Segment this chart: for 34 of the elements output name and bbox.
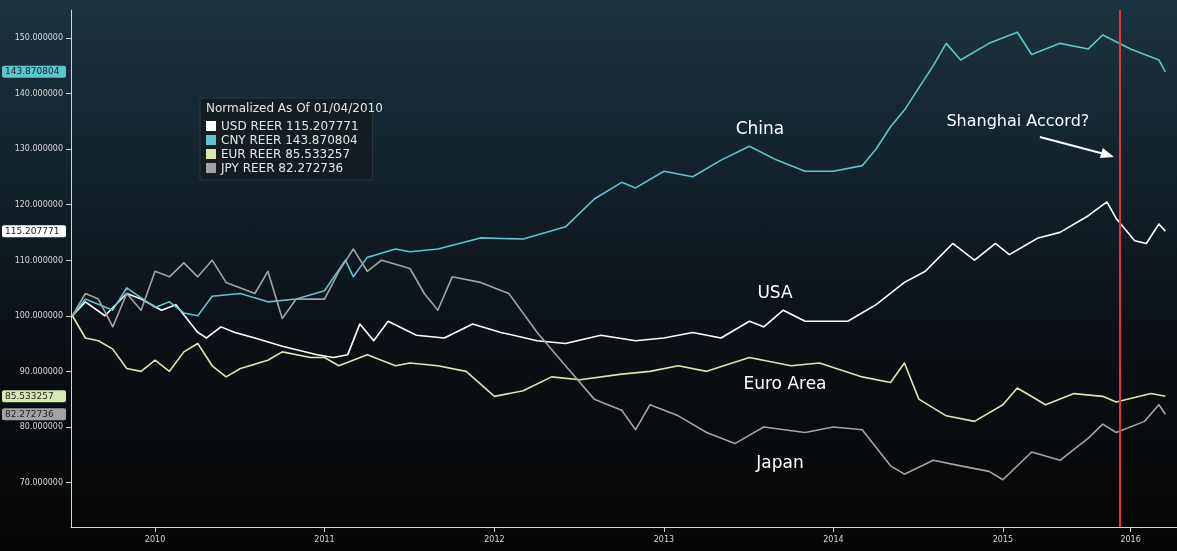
y-tick-label: 110.000000	[14, 255, 63, 265]
x-tick-label: 2014	[823, 534, 844, 544]
x-tick-label: 2011	[314, 534, 335, 544]
line-series	[71, 200, 1167, 359]
x-tick-label: 2012	[484, 534, 505, 544]
text: 143.870804	[5, 66, 60, 77]
legend-label: USD REER 115.207771	[221, 119, 359, 133]
annotation: Euro Area	[743, 373, 827, 393]
text: 82.272736	[5, 408, 54, 419]
annotation: USA	[757, 282, 793, 302]
y-tick-label: 80.000000	[19, 422, 63, 432]
y-tick-label: 90.000000	[19, 366, 63, 376]
legend-title: Normalized As Of 01/04/2010	[206, 101, 383, 115]
text: 85.533257	[5, 390, 54, 401]
legend-label: EUR REER 85.533257	[221, 147, 351, 161]
x-tick-label: 2015	[992, 534, 1014, 544]
line-series	[71, 31, 1167, 317]
y-tick-label: 100.000000	[14, 311, 63, 321]
x-tick-label: 2010	[144, 534, 166, 544]
y-tick-label: 70.000000	[19, 478, 63, 488]
legend-label: CNY REER 143.870804	[221, 133, 358, 147]
ref-line-label: Shanghai Accord?	[946, 110, 1090, 130]
text: 115.207771	[5, 225, 60, 236]
y-tick-label: 130.000000	[14, 144, 63, 154]
x-tick-label: 2016	[1120, 534, 1141, 544]
legend-label: JPY REER 82.272736	[220, 161, 344, 175]
x-tick-label: 2013	[653, 534, 675, 544]
line-series	[71, 314, 1167, 423]
y-tick-label: 120.000000	[14, 200, 63, 210]
annotation: China	[735, 118, 785, 138]
y-tick-label: 140.000000	[14, 88, 63, 98]
y-tick-label: 150.000000	[14, 33, 63, 43]
line-series	[71, 248, 1167, 481]
annotation: Japan	[755, 452, 804, 472]
